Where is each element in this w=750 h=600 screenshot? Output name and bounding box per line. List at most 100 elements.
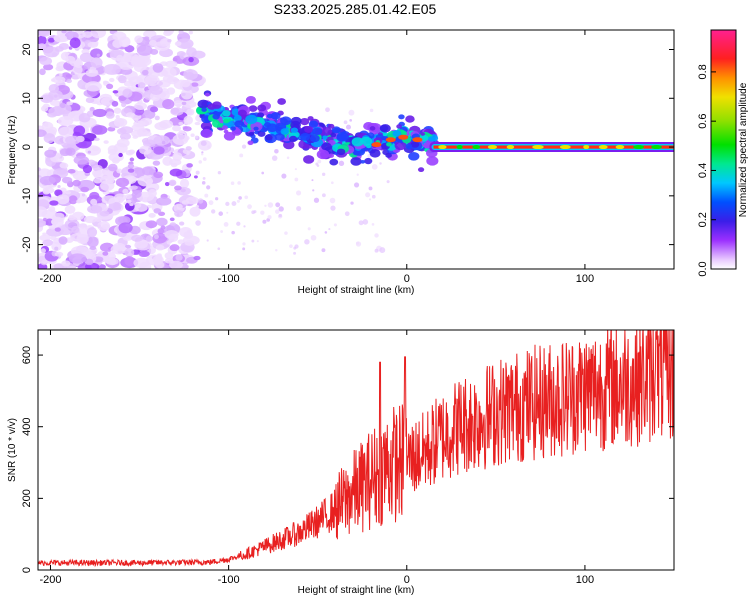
noise-blob [87, 204, 103, 214]
noise-blob [81, 132, 97, 142]
ridge-blob [257, 112, 265, 118]
noise-blob [142, 139, 156, 148]
noise-blob [86, 159, 96, 165]
ridge-blob [417, 167, 425, 173]
faint-blob [322, 193, 326, 198]
noise-blob [179, 221, 185, 226]
ridge-blob [289, 135, 298, 143]
noise-blob [118, 152, 123, 158]
noise-blob [170, 162, 178, 168]
noise-blob [44, 122, 49, 127]
noise-blob [129, 203, 134, 207]
carrier-highlight [598, 145, 608, 150]
noise-blob [156, 79, 171, 88]
noise-blob [176, 38, 194, 49]
faint-blob [324, 231, 328, 234]
ridge-blob [212, 113, 220, 120]
faint-blob [207, 145, 211, 149]
faint-blob [243, 225, 246, 228]
noise-blob [169, 260, 183, 269]
noise-blob [141, 166, 154, 176]
colorbar-label: Normalized spectral amplitude [738, 82, 749, 217]
noise-blob [84, 81, 102, 92]
noise-blob [187, 229, 191, 233]
ridge-blob [230, 126, 236, 131]
faint-blob [251, 239, 255, 243]
carrier-highlight [559, 145, 571, 150]
faint-blob [267, 202, 274, 208]
noise-blob [61, 30, 67, 34]
faint-blob [368, 198, 372, 201]
ridge-blob [312, 127, 323, 136]
faint-blob [231, 230, 235, 235]
ridge-blob [245, 114, 258, 125]
faint-blob [343, 120, 348, 125]
noise-blob [166, 87, 176, 95]
noise-blob [48, 206, 56, 213]
ridge-blob [385, 152, 392, 158]
faint-blob [379, 247, 386, 254]
ridge-hotspot [412, 137, 423, 143]
noise-blob [103, 63, 121, 75]
noise-blob [169, 217, 175, 222]
noise-blob [59, 73, 63, 77]
faint-blob [368, 186, 373, 191]
faint-blob [195, 220, 201, 226]
noise-blob [178, 121, 184, 126]
carrier-band-core [433, 145, 674, 149]
ridge-blob [321, 142, 332, 151]
spectrogram-ytick-label: 20 [21, 43, 33, 55]
faint-blob [311, 179, 314, 182]
noise-blob [105, 111, 115, 119]
ridge-blob [277, 98, 287, 105]
noise-blob [50, 236, 57, 241]
noise-blob [183, 69, 198, 80]
noise-blob [97, 221, 111, 232]
noise-blob [193, 175, 198, 179]
noise-blob [169, 244, 180, 252]
noise-blob [109, 259, 117, 266]
ridge-blob [250, 121, 263, 132]
noise-blob [127, 163, 135, 169]
faint-blob [261, 171, 265, 175]
noise-blob [65, 135, 81, 145]
noise-blob [99, 175, 115, 185]
noise-blob [68, 195, 78, 205]
noise-blob [182, 100, 197, 109]
noise-blob [132, 135, 139, 139]
noise-blob [119, 126, 134, 135]
ridge-blob [308, 120, 319, 128]
noise-blob [124, 248, 135, 257]
noise-blob [162, 98, 175, 110]
noise-blob [72, 65, 83, 75]
ridge-blob [328, 153, 335, 158]
noise-blob [183, 115, 193, 125]
faint-blob [244, 195, 249, 200]
spectrogram-xtick-label: -100 [218, 273, 240, 285]
noise-blob [185, 146, 192, 151]
noise-blob [76, 233, 89, 245]
noise-blob [149, 106, 159, 113]
noise-blob [167, 38, 172, 43]
noise-blob [54, 45, 64, 52]
faint-blob [267, 215, 272, 220]
faint-blob [274, 148, 279, 154]
spectrogram-ytick-label: -20 [21, 237, 33, 253]
noise-blob [42, 187, 55, 194]
faint-blob [345, 124, 351, 130]
faint-blob [271, 155, 278, 161]
faint-blob [371, 194, 376, 199]
ridge-blob [223, 131, 236, 141]
colorbar-tick-label: 0.2 [697, 212, 709, 227]
ridge-blob [336, 148, 346, 156]
noise-blob [39, 68, 46, 76]
noise-blob [176, 51, 186, 57]
faint-blob [208, 200, 214, 206]
faint-blob [194, 135, 199, 139]
noise-blob [87, 150, 92, 154]
faint-blob [262, 219, 267, 224]
noise-blob [138, 120, 144, 125]
noise-blob [117, 60, 135, 70]
ridge-blob [352, 149, 360, 156]
ridge-blob [280, 116, 292, 126]
